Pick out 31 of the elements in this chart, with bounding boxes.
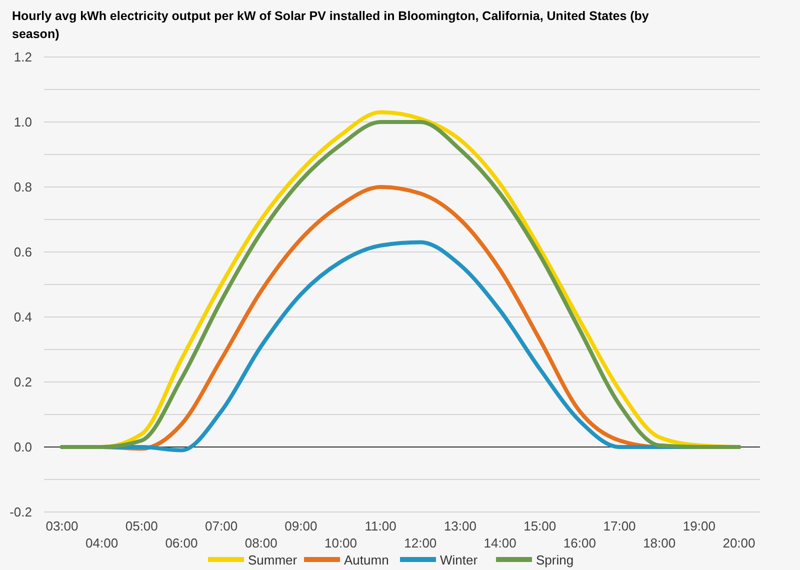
y-tick-label: -0.2: [10, 504, 32, 520]
x-tick-label: 19:00: [682, 518, 716, 534]
x-tick-label: 05:00: [125, 518, 158, 534]
y-tick-label: 1.2: [14, 50, 32, 65]
x-tick-label: 07:00: [205, 518, 238, 534]
text: 1.0: [14, 114, 32, 130]
x-tick-label: 16:00: [563, 536, 596, 551]
legend-label: Winter: [440, 552, 478, 568]
y-tick-label: 0.6: [14, 244, 32, 260]
x-tick-label: 18:00: [643, 536, 676, 551]
x-tick-label: 09:00: [284, 518, 318, 534]
y-tick-label: 0.2: [14, 374, 32, 390]
x-tick-label: 10:00: [324, 536, 358, 551]
y-tick-label: 0.8: [14, 180, 32, 195]
x-tick-label: 06:00: [165, 536, 198, 551]
x-tick-label: 17:00: [603, 518, 636, 534]
x-tick-label: 08:00: [244, 536, 278, 551]
x-tick-label: 03:00: [46, 518, 78, 534]
x-tick-label: 11:00: [364, 518, 396, 534]
x-tick-label: 20:00: [722, 536, 756, 551]
x-tick-label: 04:00: [86, 536, 118, 551]
legend-label: Spring: [536, 552, 574, 568]
y-tick-label: 0.4: [14, 310, 32, 325]
x-tick-label: 15:00: [524, 518, 556, 534]
x-tick-label: 12:00: [404, 536, 437, 551]
legend-label: Summer: [248, 552, 298, 568]
legend-label: Autumn: [344, 552, 389, 568]
x-tick-label: 14:00: [484, 536, 516, 551]
x-tick-label: 13:00: [444, 518, 477, 534]
chart-title: Hourly avg kWh electricity output per kW of Solar PV installed in Bloomington, California, United States (by season): [12, 9, 649, 41]
text: 0.0: [14, 440, 32, 455]
